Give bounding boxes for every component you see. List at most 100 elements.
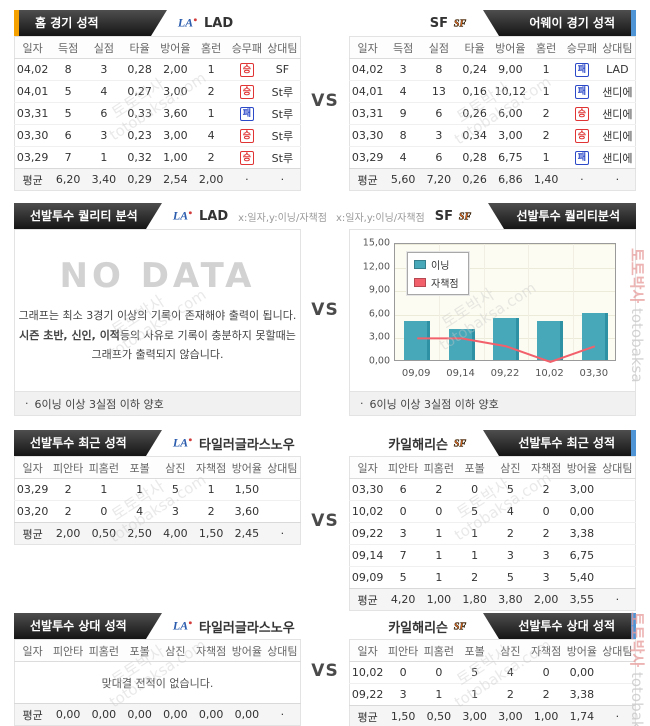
table-cell: 3,00: [456, 705, 493, 726]
table-cell: St루: [264, 102, 301, 125]
table-cell: 2,00: [157, 58, 194, 81]
column-header: 방어율: [492, 36, 529, 59]
table-cell: 5: [456, 661, 493, 684]
axis-note: x:일자,y:이닝/자책점: [335, 212, 425, 224]
result-badge-loss: 패: [574, 63, 589, 77]
table-cell: SF: [264, 58, 301, 81]
table-cell: 3,00: [157, 80, 194, 103]
table-cell: 승: [229, 146, 265, 169]
legend-label: 자책점: [431, 279, 459, 290]
table-cell: 0: [421, 500, 457, 523]
table-cell: 1,74: [564, 705, 600, 726]
table-cell: 10,02: [349, 661, 386, 684]
result-badge-loss: 패: [239, 107, 254, 121]
table-cell: 2: [456, 566, 493, 589]
column-header: 삼진: [492, 639, 529, 662]
table-cell: 0: [421, 661, 457, 684]
table-cell: 샌디에: [599, 124, 636, 147]
table-cell: 1: [86, 478, 122, 501]
no-data-line1: 그래프는 최소 3경기 이상의 기록이 존재해야 출력이 됩니다.: [18, 308, 297, 322]
gridline: [395, 267, 615, 269]
y-axis-tick-label: 0,00: [368, 355, 390, 367]
table-cell: 6: [421, 146, 457, 169]
gridline: [395, 291, 615, 293]
table-header-row: 일자 피안타 피홈런 포볼 삼진 자책점 방어율 상대팀: [14, 456, 301, 479]
table-cell: 0,27: [121, 80, 158, 103]
table-cell: 04,01: [349, 80, 386, 103]
panel-header: 선발투수 퀄리티 분석 LA LAD x:일자,y:이닝/자책점: [14, 203, 327, 229]
table-cell: 2: [50, 500, 86, 523]
table-cell: 3,40: [86, 168, 122, 191]
table-cell: 5,40: [564, 566, 600, 589]
panel-header: 카일해리슨 SF 선발투수 상대 성적: [349, 613, 636, 639]
chart-legend: 이닝 자책점: [406, 251, 470, 296]
section-title-banner: 선발투수 최근 성적: [483, 430, 631, 456]
table-cell: 3,60: [229, 500, 265, 523]
table-cell: 0,28: [121, 58, 158, 81]
table-cell: 3: [157, 500, 194, 523]
panel-harrison-recent: 카일해리슨 SF 선발투수 최근 성적 일자 피안타 피홈런 포볼 삼진 자책점 방어율 상대…: [349, 430, 636, 611]
table-cell: 3: [86, 58, 122, 81]
table-cell: 1,40: [528, 168, 564, 191]
table-header-row: 일자 득점 실점 타율 방어율 홈런 승무패 상대팀: [349, 36, 636, 59]
table-cell: 4: [121, 500, 158, 523]
section-title: 선발투수 상대 성적: [30, 619, 127, 633]
h2h-record-table: 일자 피안타 피홈런 포볼 삼진 자책점 방어율 상대팀 맞대결 전적이 없습니다. 평균 0,00…: [14, 639, 301, 726]
table-cell: 0,50: [421, 705, 457, 726]
table-cell: 4: [492, 661, 529, 684]
column-header: 포볼: [456, 456, 493, 479]
column-header: 상대팀: [599, 456, 636, 479]
section-title-banner: 선발투수 퀄리티분석: [488, 203, 636, 229]
table-cell: 6,86: [492, 168, 529, 191]
table-cell: 9: [385, 102, 421, 125]
bar-innings: [493, 318, 519, 360]
section-title-banner: 선발투수 최근 성적: [14, 430, 162, 456]
table-cell: 0,00: [564, 500, 600, 523]
result-badge-win: 승: [239, 63, 254, 77]
table-cell: 0,50: [86, 522, 122, 545]
column-header: 피홈런: [86, 456, 122, 479]
table-cell: 3: [86, 124, 122, 147]
table-cell: 2: [421, 478, 457, 501]
table-cell: ·: [599, 168, 636, 191]
column-header: 자책점: [193, 456, 229, 479]
table-cell: 5: [385, 566, 421, 589]
no-data-line2-bold: 시즌 초반, 신인, 이적: [19, 328, 120, 342]
table-row: 03,20 2 0 4 3 2 3,60: [14, 500, 301, 523]
vs-label: VS: [311, 90, 339, 111]
table-cell: 0: [528, 661, 564, 684]
blue-accent-bar: [631, 613, 636, 639]
recent-record-table: 일자 피안타 피홈런 포볼 삼진 자책점 방어율 상대팀 03,29 2 1 1 5 1 1,50 03,20…: [14, 456, 301, 545]
result-badge-loss: 패: [574, 85, 589, 99]
table-cell: [599, 522, 636, 545]
average-row: 평균 2,00 0,50 2,50 4,00 1,50 2,45 ·: [14, 522, 301, 545]
column-header: 자책점: [528, 456, 564, 479]
gridline: [528, 244, 530, 360]
x-axis-tick-label: 09,22: [490, 368, 520, 379]
table-cell: 패: [564, 146, 600, 169]
table-cell: 2: [528, 102, 564, 125]
table-row: 10,02 0 0 5 4 0 0,00: [349, 661, 636, 684]
table-cell: 6,00: [492, 102, 529, 125]
pitcher-label-harrison: 카일해리슨 SF: [388, 430, 473, 456]
table-cell: 5: [456, 500, 493, 523]
svg-text:SF: SF: [454, 439, 467, 450]
table-cell: 3: [385, 58, 421, 81]
column-header: 홈런: [528, 36, 564, 59]
table-cell: 0,23: [121, 124, 158, 147]
table-cell: 1: [193, 58, 229, 81]
table-cell: 9,00: [492, 58, 529, 81]
table-row: 10,02 0 0 5 4 0 0,00: [349, 500, 636, 523]
table-cell: 4,20: [385, 588, 421, 611]
table-row: 09,22 3 1 1 2 2 3,38: [349, 683, 636, 706]
table-cell: 03,30: [14, 124, 51, 147]
svg-text:SF: SF: [459, 212, 472, 223]
column-header: 일자: [349, 639, 386, 662]
x-axis-tick-label: 10,02: [535, 368, 564, 379]
table-cell: 1: [421, 522, 457, 545]
table-cell: 샌디에: [599, 146, 636, 169]
panel-lad-home-record: 홈 경기 성적 LA LAD 일자 득점 실점 타율 방어율 홈런 승무패 상대팀 04,02 8…: [14, 10, 301, 191]
table-cell: 2,45: [229, 522, 265, 545]
table-cell: 1: [421, 566, 457, 589]
table-row: 09,09 5 1 2 5 3 5,40: [349, 566, 636, 589]
